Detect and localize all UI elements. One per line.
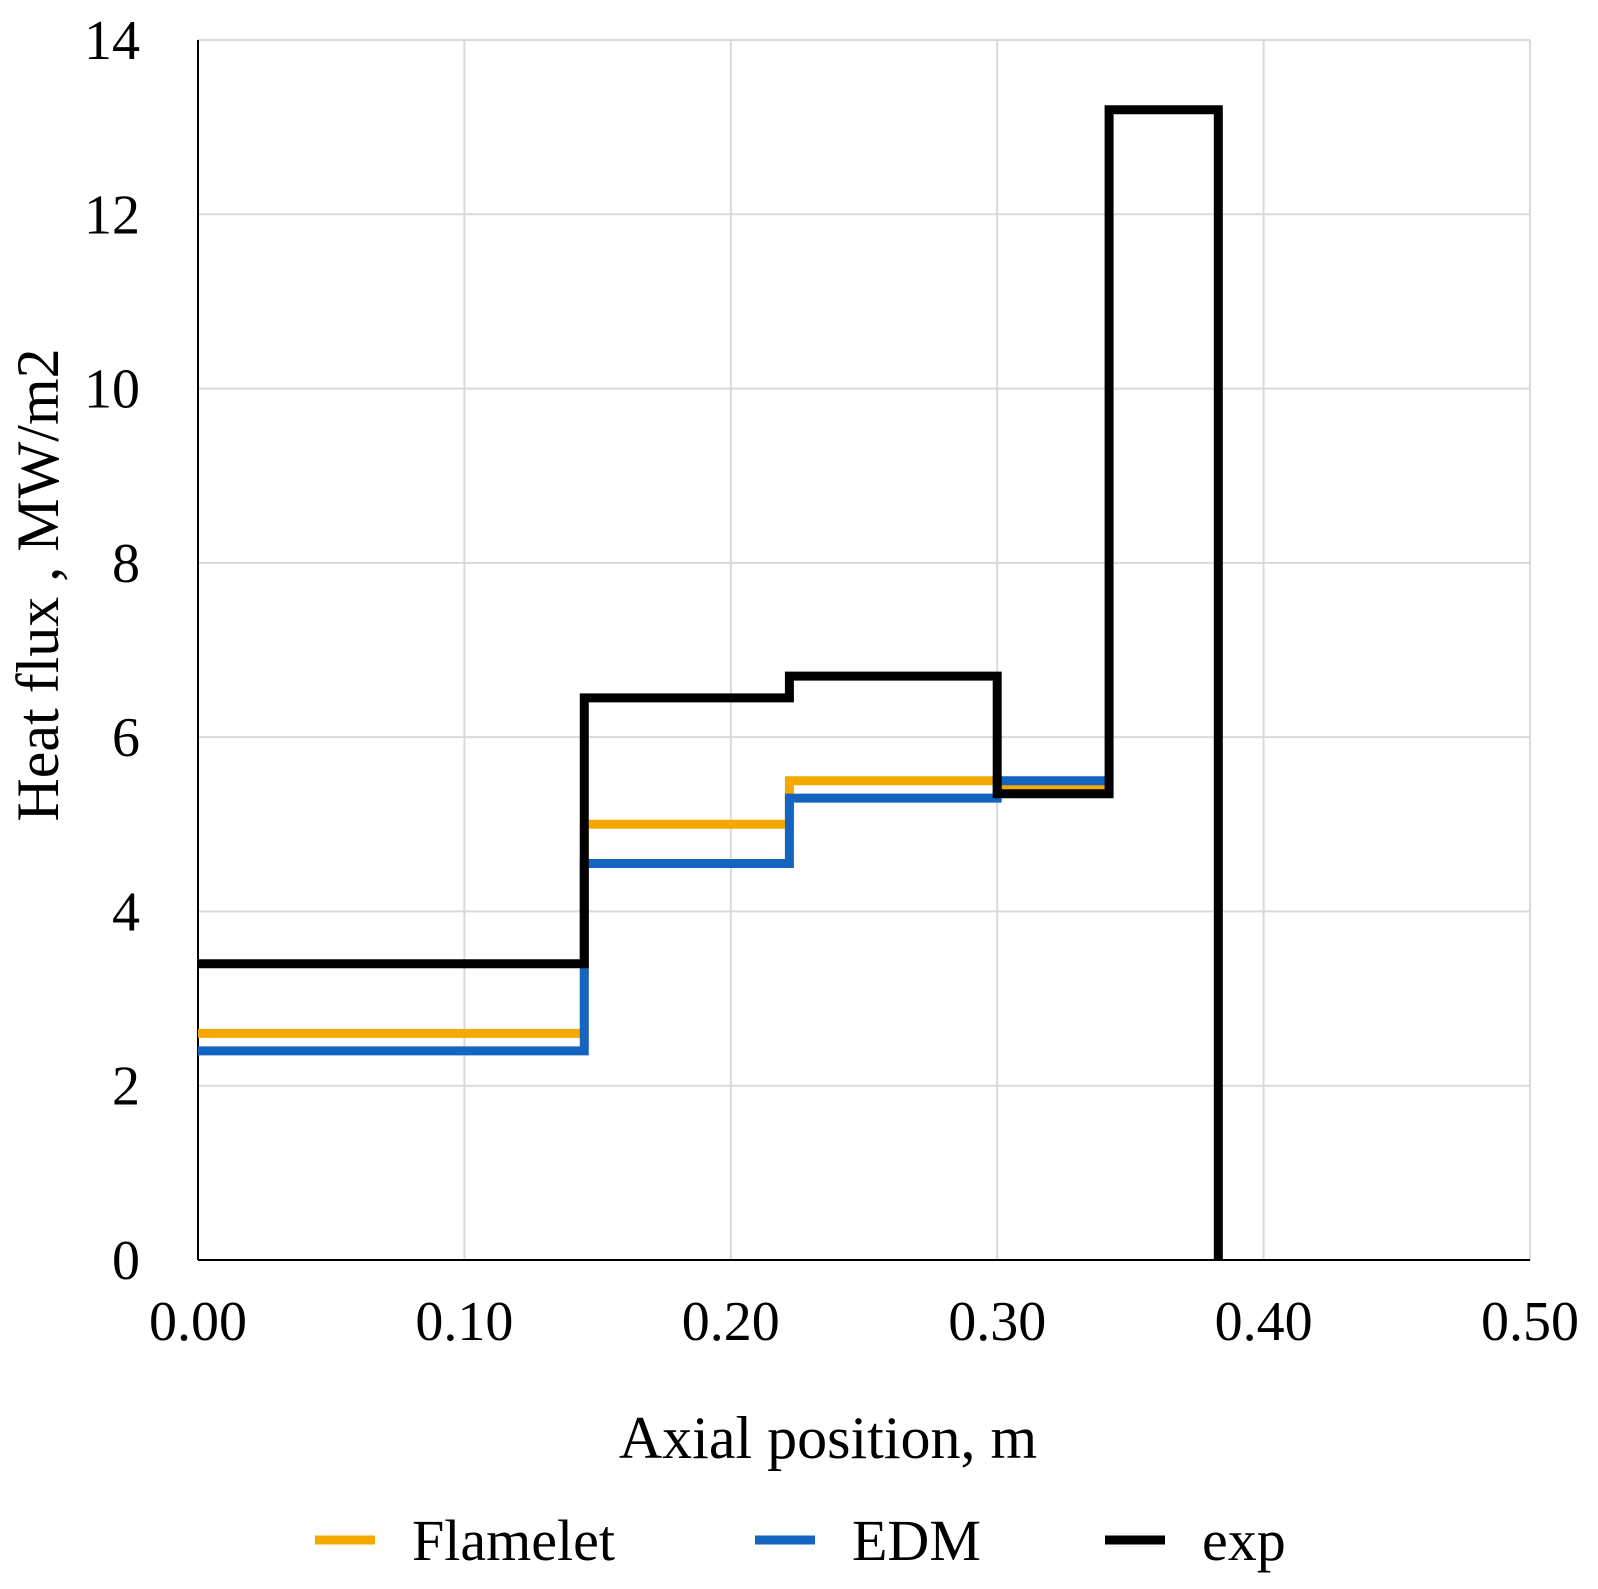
series-line-exp xyxy=(198,105,1223,1260)
y-tick-label: 12 xyxy=(84,184,140,246)
x-tick-label: 0.30 xyxy=(948,1291,1046,1353)
y-tick-label: 8 xyxy=(112,533,140,595)
y-tick-label: 0 xyxy=(112,1230,140,1292)
y-tick-label: 10 xyxy=(84,359,140,421)
grid xyxy=(198,39,1531,1260)
x-tick-label: 0.10 xyxy=(415,1291,513,1353)
axes xyxy=(197,40,1530,1261)
legend-label-edm: EDM xyxy=(852,1508,981,1573)
legend-label-exp: exp xyxy=(1202,1508,1286,1573)
x-axis-title: Axial position, m xyxy=(619,1405,1037,1471)
x-tick-label: 0.50 xyxy=(1481,1291,1579,1353)
legend-label-flamelet: Flamelet xyxy=(412,1508,615,1573)
y-tick-label: 2 xyxy=(112,1056,140,1118)
y-tick-label: 6 xyxy=(112,707,140,769)
x-tick-label: 0.00 xyxy=(149,1291,247,1353)
series-lines xyxy=(198,105,1223,1260)
tick-labels: 0.00 0.10 0.20 0.30 0.40 0.50 0 2 4 6 8 10 12 14 xyxy=(84,10,1579,1353)
y-tick-label: 14 xyxy=(84,10,140,72)
y-axis-title: Heat flux , MW/m2 xyxy=(5,348,71,821)
x-tick-label: 0.20 xyxy=(682,1291,780,1353)
x-tick-label: 0.40 xyxy=(1215,1291,1313,1353)
series-line-flamelet xyxy=(198,776,1110,1038)
y-tick-label: 4 xyxy=(112,881,140,943)
legend: Flamelet EDM exp xyxy=(315,1508,1286,1573)
